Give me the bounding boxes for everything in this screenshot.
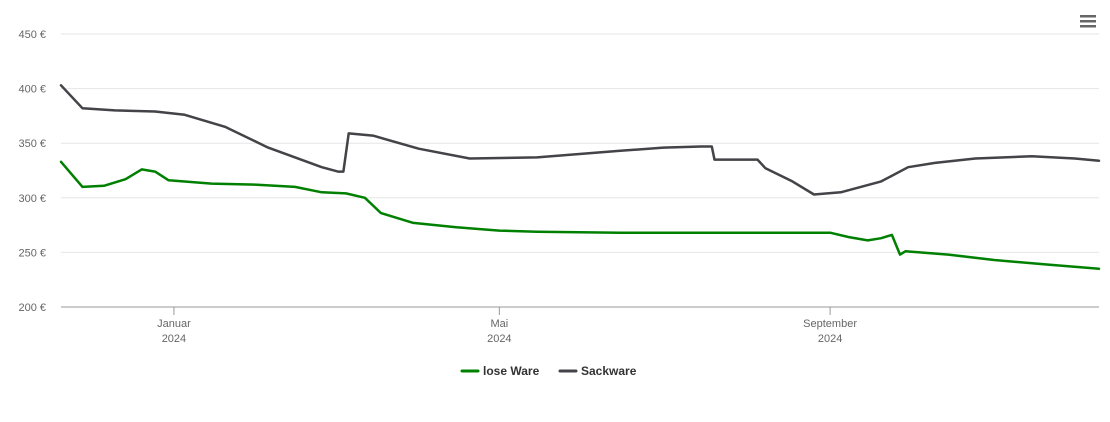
legend-label: Sackware	[581, 364, 637, 378]
legend[interactable]: lose Ware Sackware	[460, 364, 637, 378]
x-tick-year: 2024	[487, 333, 511, 345]
grid-lines	[61, 33, 1099, 253]
y-tick-label: 350 €	[18, 138, 46, 150]
series-line-sackware	[59, 84, 1101, 196]
y-tick-label: 250 €	[18, 247, 46, 259]
x-axis-ticks: Januar 2024 Mai 2024 September 2024	[157, 307, 857, 345]
x-tick-year: 2024	[162, 333, 186, 345]
y-tick-label: 450 €	[18, 29, 46, 41]
legend-item[interactable]: Sackware	[558, 364, 637, 378]
series-group	[59, 84, 1101, 271]
x-tick-label: Mai	[490, 318, 508, 330]
x-tick-label: September	[803, 318, 857, 330]
series-line-lose-ware	[59, 160, 1101, 271]
y-axis-ticks: 200 € 250 € 300 € 350 € 400 € 450 €	[18, 29, 46, 314]
legend-item[interactable]: lose Ware	[460, 364, 540, 378]
legend-label: lose Ware	[483, 364, 540, 378]
y-tick-label: 300 €	[18, 193, 46, 205]
y-tick-label: 400 €	[18, 84, 46, 96]
x-tick-year: 2024	[818, 333, 842, 345]
hamburger-menu-icon[interactable]	[1074, 10, 1100, 34]
x-tick-label: Januar	[157, 318, 191, 330]
y-tick-label: 200 €	[18, 302, 46, 314]
